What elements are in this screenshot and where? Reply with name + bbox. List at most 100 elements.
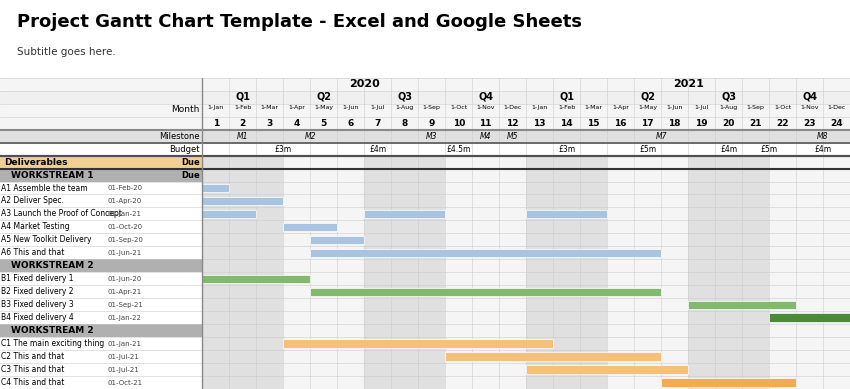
Text: 1-Oct: 1-Oct [450, 105, 468, 110]
Text: 1-Jun: 1-Jun [343, 105, 359, 110]
Bar [607, 78, 688, 389]
Bar [688, 78, 769, 389]
Text: A3 Launch the Proof of Concept: A3 Launch the Proof of Concept [2, 209, 122, 219]
Text: C4 This and that: C4 This and that [2, 378, 65, 387]
Text: £4.5m: £4.5m [446, 145, 471, 154]
Text: £5m: £5m [761, 145, 778, 154]
Text: 1-Aug: 1-Aug [719, 105, 738, 110]
Text: 01-Sep-21: 01-Sep-21 [108, 302, 144, 308]
Text: A6 This and that: A6 This and that [2, 248, 65, 258]
Text: M8: M8 [817, 131, 829, 141]
Bar [0, 117, 850, 130]
Text: 1-Jul: 1-Jul [371, 105, 385, 110]
Text: 01-Jan-21: 01-Jan-21 [108, 341, 142, 347]
Text: C2 This and that: C2 This and that [2, 352, 65, 361]
Bar [0, 246, 202, 259]
Bar [661, 378, 796, 387]
Text: 1-Nov: 1-Nov [800, 105, 819, 110]
Text: 15: 15 [587, 119, 600, 128]
Text: 01-Apr-20: 01-Apr-20 [108, 198, 142, 204]
Text: 1-Jan: 1-Jan [531, 105, 547, 110]
Bar [283, 339, 553, 348]
Text: 01-Sep-20: 01-Sep-20 [108, 237, 144, 243]
Text: 19: 19 [695, 119, 708, 128]
Text: 16: 16 [615, 119, 627, 128]
Text: A5 New Toolkit Delivery: A5 New Toolkit Delivery [2, 235, 92, 244]
Text: 8: 8 [402, 119, 408, 128]
Text: 14: 14 [560, 119, 573, 128]
Text: Q1: Q1 [235, 91, 251, 102]
Text: 01-Oct-20: 01-Oct-20 [108, 224, 143, 230]
Text: 11: 11 [479, 119, 492, 128]
Text: 1: 1 [212, 119, 219, 128]
Text: B3 Fixed delivery 3: B3 Fixed delivery 3 [2, 300, 74, 309]
Bar [526, 365, 688, 374]
Text: £4m: £4m [814, 145, 831, 154]
Text: M7: M7 [655, 131, 667, 141]
Text: 2021: 2021 [672, 79, 704, 89]
Bar [0, 376, 202, 389]
Text: 10: 10 [452, 119, 465, 128]
Bar [0, 350, 202, 363]
Bar [0, 259, 202, 272]
Text: 1-Feb: 1-Feb [235, 105, 252, 110]
Bar [202, 275, 310, 283]
Text: Project Gantt Chart Template - Excel and Google Sheets: Project Gantt Chart Template - Excel and… [17, 13, 582, 31]
Bar [0, 337, 202, 350]
Text: £3m: £3m [275, 145, 292, 154]
Text: WORKSTREAM 2: WORKSTREAM 2 [11, 326, 94, 335]
Text: Due: Due [181, 158, 200, 166]
Text: 01-Jun-20: 01-Jun-20 [108, 276, 142, 282]
Bar [310, 287, 661, 296]
Bar [445, 78, 526, 389]
Bar [0, 91, 850, 104]
Text: M5: M5 [507, 131, 518, 141]
Text: 13: 13 [534, 119, 546, 128]
Text: WORKSTREAM 2: WORKSTREAM 2 [11, 261, 94, 270]
Text: 3: 3 [267, 119, 273, 128]
Bar [0, 182, 202, 194]
Text: 1-Nov: 1-Nov [477, 105, 495, 110]
Text: £3m: £3m [558, 145, 575, 154]
Text: 21: 21 [750, 119, 762, 128]
Text: 1-Jan: 1-Jan [207, 105, 224, 110]
Text: Q3: Q3 [397, 91, 412, 102]
Text: 24: 24 [830, 119, 843, 128]
Text: 01-Oct-21: 01-Oct-21 [108, 380, 143, 385]
Bar [310, 249, 661, 257]
Bar [365, 78, 445, 389]
Bar [310, 236, 365, 244]
Text: Q1: Q1 [559, 91, 574, 102]
Bar [526, 210, 607, 218]
Text: 01-Jul-21: 01-Jul-21 [108, 354, 139, 359]
Bar [0, 233, 202, 246]
Text: £5m: £5m [639, 145, 656, 154]
Text: M2: M2 [304, 131, 316, 141]
Bar [0, 156, 202, 168]
Bar [526, 78, 607, 389]
Text: 18: 18 [668, 119, 681, 128]
Text: A4 Market Testing: A4 Market Testing [2, 223, 70, 231]
Text: M4: M4 [480, 131, 491, 141]
Text: B4 Fixed delivery 4: B4 Fixed delivery 4 [2, 313, 74, 322]
Text: 1-Mar: 1-Mar [261, 105, 279, 110]
Text: 2020: 2020 [348, 79, 380, 89]
Text: 9: 9 [428, 119, 435, 128]
Text: 12: 12 [507, 119, 519, 128]
Text: £4m: £4m [720, 145, 737, 154]
Text: £4m: £4m [369, 145, 387, 154]
Bar [445, 352, 661, 361]
Bar [769, 78, 850, 389]
Bar [202, 184, 230, 192]
Text: Q2: Q2 [640, 91, 655, 102]
Bar [283, 78, 365, 389]
Bar [202, 78, 283, 389]
Text: Deliverables: Deliverables [4, 158, 67, 166]
Text: Subtitle goes here.: Subtitle goes here. [17, 47, 116, 57]
Text: 1-Sep: 1-Sep [746, 105, 764, 110]
Text: A2 Deliver Spec.: A2 Deliver Spec. [2, 196, 65, 205]
Text: 1-Apr: 1-Apr [612, 105, 629, 110]
Text: 23: 23 [803, 119, 816, 128]
Text: Milestone: Milestone [159, 131, 200, 141]
Bar [0, 130, 850, 143]
